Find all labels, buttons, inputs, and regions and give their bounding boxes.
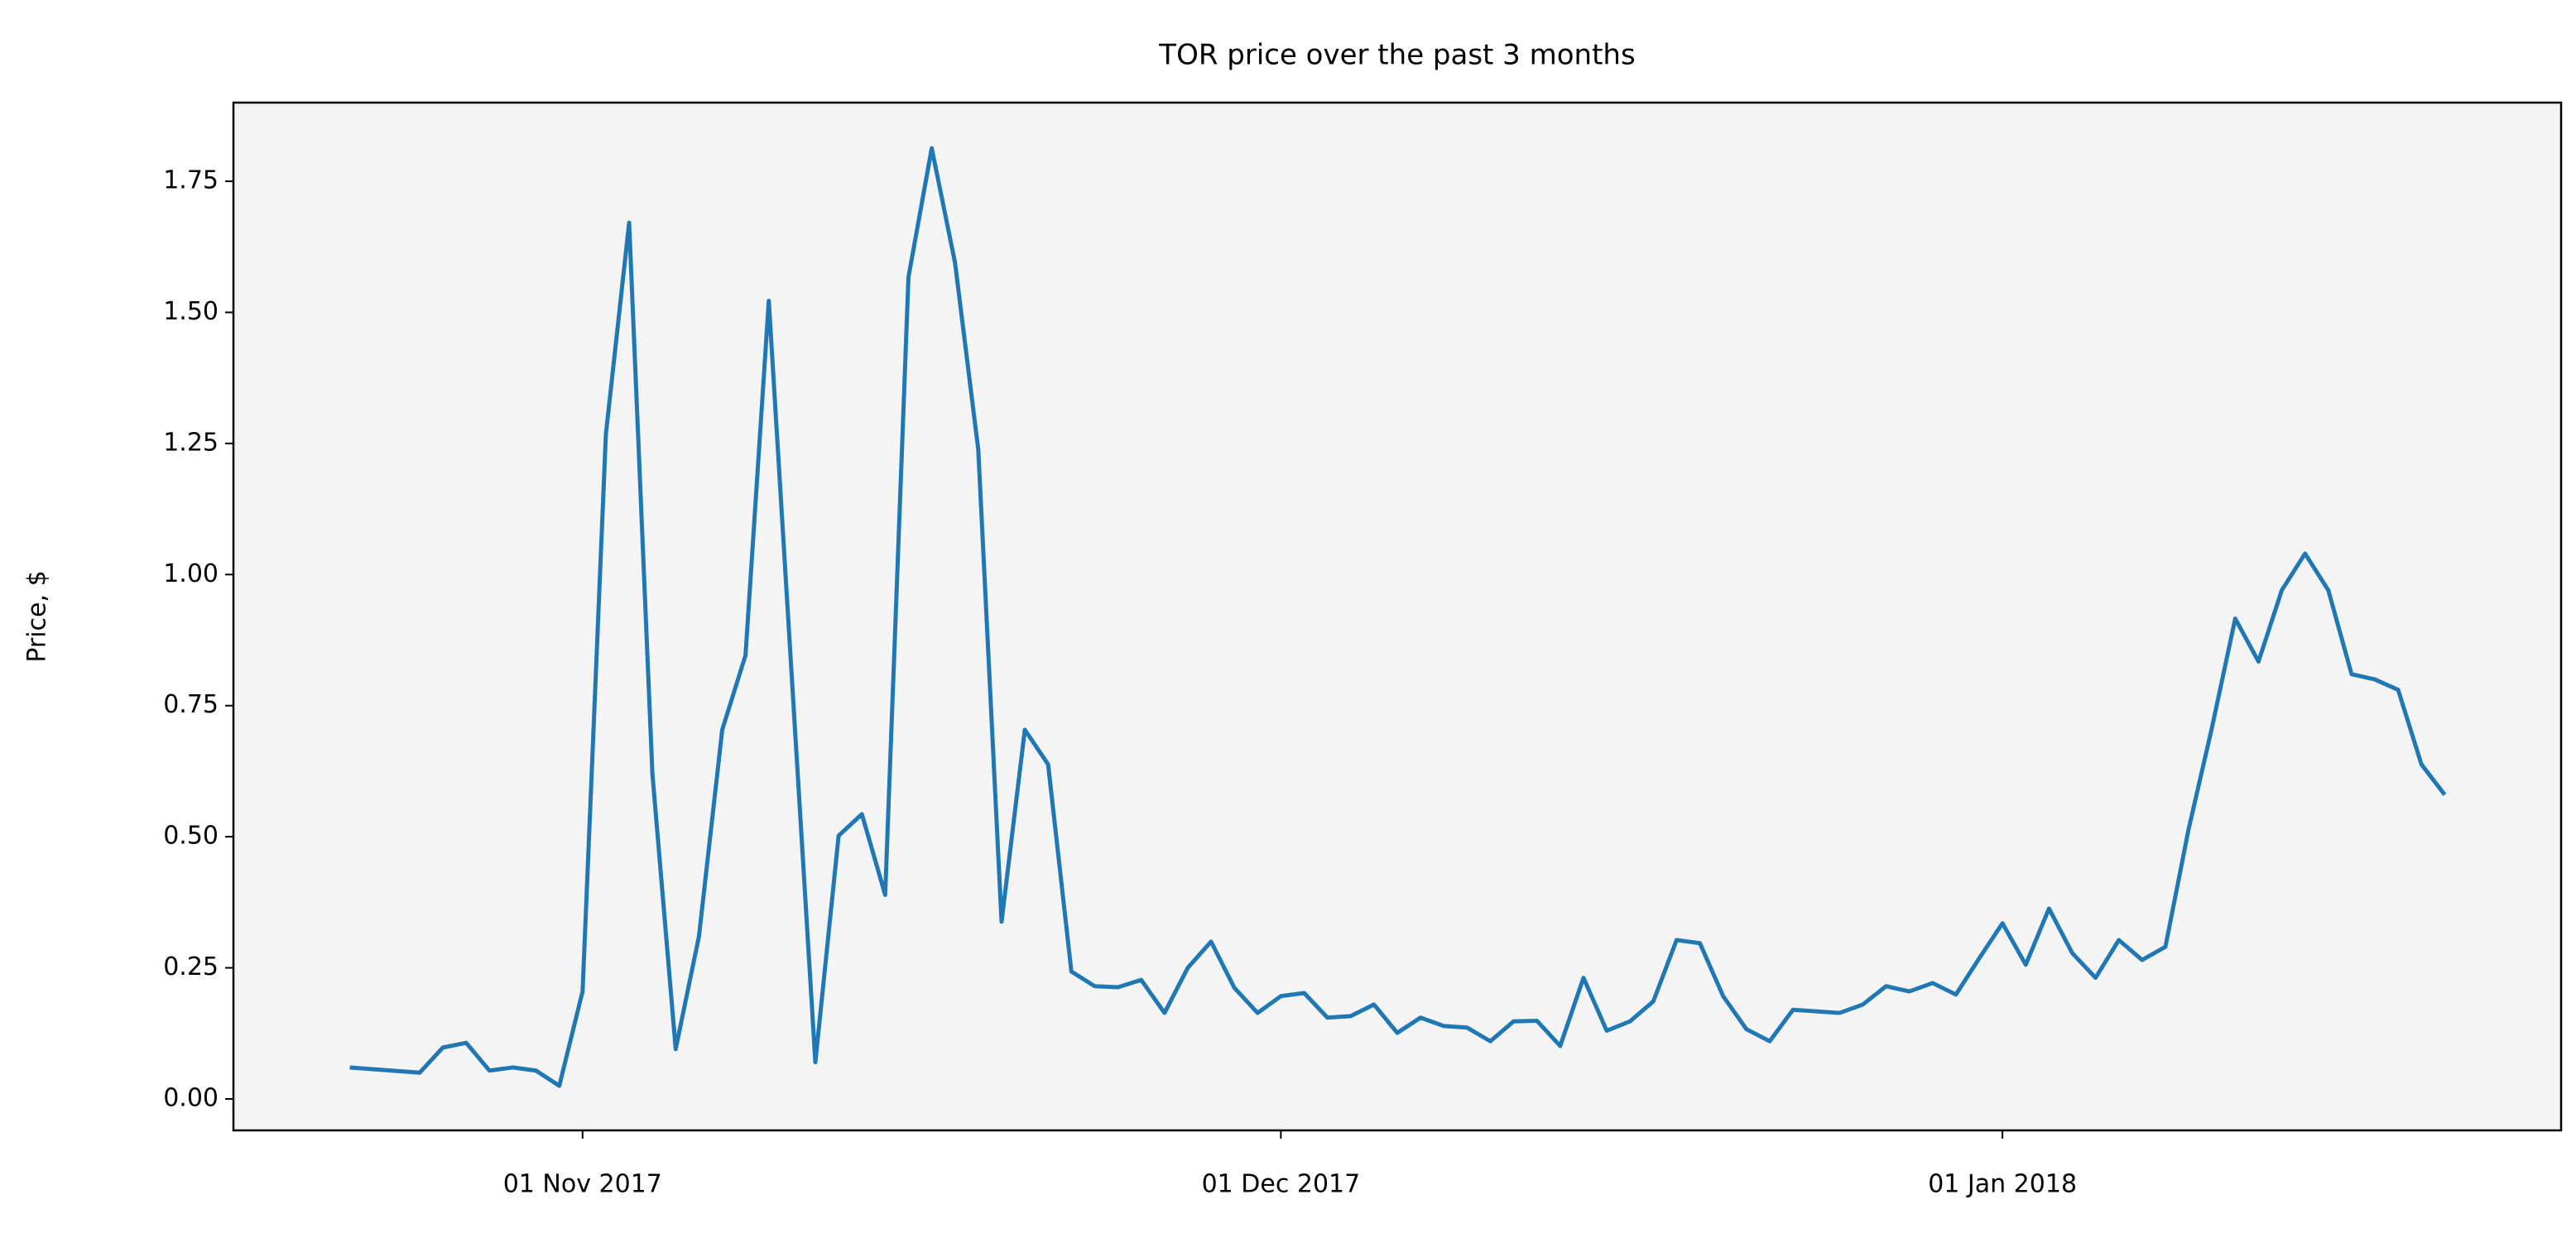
chart-title: TOR price over the past 3 months [1158, 39, 1635, 72]
plot-area [233, 103, 2561, 1130]
y-tick-label: 1.25 [163, 428, 219, 457]
price-line [349, 146, 2447, 1088]
x-tick-label: 01 Jan 2018 [1928, 1170, 2077, 1199]
y-tick-label: 1.75 [163, 166, 219, 195]
x-tick-label: 01 Nov 2017 [503, 1170, 662, 1199]
x-tick-label: 01 Dec 2017 [1202, 1170, 1361, 1199]
y-tick-label: 0.25 [163, 952, 219, 981]
y-tick-label: 0.75 [163, 690, 219, 719]
y-tick-label: 1.00 [163, 559, 219, 588]
plot-frame [232, 101, 2563, 1132]
y-axis-label: Price, $ [23, 570, 52, 662]
y-tick-label: 0.50 [163, 822, 219, 851]
y-tick-label: 1.50 [163, 297, 219, 326]
y-tick-label: 0.00 [163, 1083, 219, 1112]
